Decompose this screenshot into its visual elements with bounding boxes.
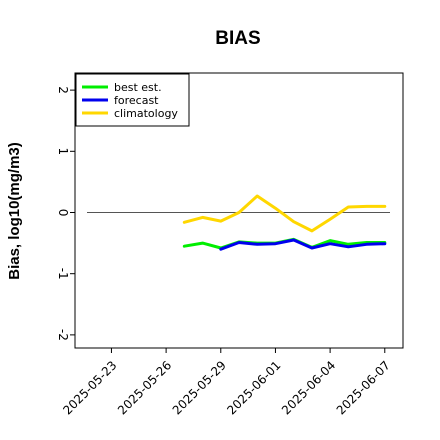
x-tick-label: 2025-05-26 [115, 358, 174, 417]
series-layer [182, 194, 387, 251]
x-tick-label: 2025-05-29 [170, 358, 229, 417]
y-tick-label: -2 [56, 329, 70, 341]
series-line-climatology [182, 194, 387, 233]
legend-label: climatology [114, 107, 178, 120]
x-tick-label: 2025-06-07 [334, 358, 393, 417]
chart-title: BIAS [215, 28, 260, 49]
x-tick-label: 2025-06-04 [279, 358, 338, 417]
y-tick-label: -1 [56, 268, 70, 280]
y-tick-label: 0 [56, 209, 70, 217]
y-axis: -2 -1 0 1 2 [56, 86, 75, 341]
legend-label: best est. [114, 81, 162, 94]
y-axis-label: Bias, log10(mg/m3) [6, 142, 23, 280]
legend-label: forecast [114, 94, 159, 107]
x-tick-label: 2025-06-01 [224, 358, 283, 417]
plot-area-frame [74, 72, 404, 349]
y-tick-label: 1 [56, 147, 70, 155]
x-axis: 2025-05-232025-05-262025-05-292025-06-01… [60, 348, 393, 417]
y-tick-label: 2 [56, 86, 70, 94]
series-line-forecast [219, 238, 387, 251]
x-tick-label: 2025-05-23 [60, 358, 119, 417]
